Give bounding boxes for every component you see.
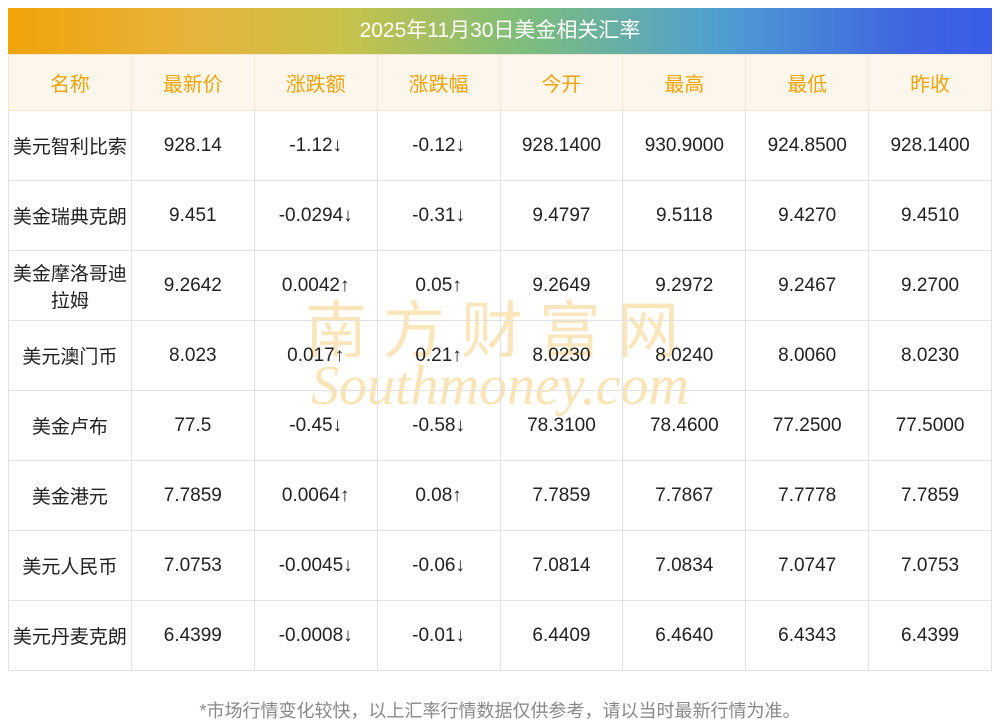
cell-change-pct: 0.08↑ [376, 460, 501, 531]
cell-last-price: 8.023 [130, 320, 255, 391]
cell-high: 9.2972 [622, 250, 747, 321]
table-row: 美金瑞典克朗 9.451 -0.0294↓ -0.31↓ 9.4797 9.51… [8, 180, 992, 251]
cell-open: 7.7859 [499, 460, 624, 531]
cell-low: 7.7778 [745, 460, 870, 531]
cell-prev-close: 7.7859 [868, 460, 992, 531]
cell-high: 9.5118 [622, 180, 747, 251]
cell-last-price: 7.0753 [130, 530, 255, 601]
cell-low: 7.0747 [745, 530, 870, 601]
cell-high: 7.0834 [622, 530, 747, 601]
cell-last-price: 6.4399 [130, 600, 255, 671]
cell-low: 9.4270 [745, 180, 870, 251]
cell-low: 6.4343 [745, 600, 870, 671]
table-row: 美元智利比索 928.14 -1.12↓ -0.12↓ 928.1400 930… [8, 110, 992, 181]
cell-currency-name: 美金摩洛哥迪拉姆 [8, 250, 132, 321]
table-row: 美元人民币 7.0753 -0.0045↓ -0.06↓ 7.0814 7.08… [8, 530, 992, 601]
cell-change-pct: -0.01↓ [376, 600, 501, 671]
cell-change-pct: 0.05↑ [376, 250, 501, 321]
table-row: 美金摩洛哥迪拉姆 9.2642 0.0042↑ 0.05↑ 9.2649 9.2… [8, 250, 992, 321]
column-header-high: 最高 [622, 54, 747, 111]
cell-change-pct: -0.06↓ [376, 530, 501, 601]
cell-change: 0.017↑ [253, 320, 378, 391]
cell-open: 928.1400 [499, 110, 624, 181]
column-header-change: 涨跌额 [253, 54, 378, 111]
cell-currency-name: 美元智利比索 [8, 110, 132, 181]
cell-last-price: 7.7859 [130, 460, 255, 531]
cell-currency-name: 美金瑞典克朗 [8, 180, 132, 251]
cell-last-price: 9.2642 [130, 250, 255, 321]
table-header-row: 名称 最新价 涨跌额 涨跌幅 今开 最高 最低 昨收 [8, 54, 992, 111]
cell-high: 8.0240 [622, 320, 747, 391]
cell-prev-close: 7.0753 [868, 530, 992, 601]
cell-change: -0.0008↓ [253, 600, 378, 671]
column-header-prev-close: 昨收 [868, 54, 992, 111]
cell-low: 9.2467 [745, 250, 870, 321]
cell-last-price: 77.5 [130, 390, 255, 461]
cell-change: 0.0042↑ [253, 250, 378, 321]
cell-prev-close: 6.4399 [868, 600, 992, 671]
cell-change-pct: -0.12↓ [376, 110, 501, 181]
cell-open: 9.4797 [499, 180, 624, 251]
table-row: 美金港元 7.7859 0.0064↑ 0.08↑ 7.7859 7.7867 … [8, 460, 992, 531]
cell-currency-name: 美金卢布 [8, 390, 132, 461]
cell-open: 7.0814 [499, 530, 624, 601]
cell-high: 930.9000 [622, 110, 747, 181]
table-row: 美金卢布 77.5 -0.45↓ -0.58↓ 78.3100 78.4600 … [8, 390, 992, 461]
column-header-name: 名称 [8, 54, 132, 111]
table-row: 美元丹麦克朗 6.4399 -0.0008↓ -0.01↓ 6.4409 6.4… [8, 600, 992, 671]
exchange-rate-table: 名称 最新价 涨跌额 涨跌幅 今开 最高 最低 昨收 美元智利比索 928.14… [8, 54, 992, 671]
column-header-change-pct: 涨跌幅 [376, 54, 501, 111]
cell-change: -0.0294↓ [253, 180, 378, 251]
disclaimer-note: *市场行情变化较快，以上汇率行情数据仅供参考，请以当时最新行情为准。 [199, 701, 801, 721]
page-title: 2025年11月30日美金相关汇率 [8, 8, 992, 54]
cell-currency-name: 美元丹麦克朗 [8, 600, 132, 671]
cell-low: 924.8500 [745, 110, 870, 181]
cell-open: 9.2649 [499, 250, 624, 321]
cell-low: 8.0060 [745, 320, 870, 391]
table-row: 美元澳门币 8.023 0.017↑ 0.21↑ 8.0230 8.0240 8… [8, 320, 992, 391]
cell-high: 7.7867 [622, 460, 747, 531]
cell-change: -0.0045↓ [253, 530, 378, 601]
cell-prev-close: 9.2700 [868, 250, 992, 321]
cell-currency-name: 美元人民币 [8, 530, 132, 601]
column-header-last: 最新价 [130, 54, 255, 111]
cell-prev-close: 9.4510 [868, 180, 992, 251]
cell-high: 6.4640 [622, 600, 747, 671]
column-header-open: 今开 [499, 54, 624, 111]
cell-change: 0.0064↑ [253, 460, 378, 531]
cell-change-pct: 0.21↑ [376, 320, 501, 391]
cell-last-price: 928.14 [130, 110, 255, 181]
cell-currency-name: 美金港元 [8, 460, 132, 531]
cell-change-pct: -0.31↓ [376, 180, 501, 251]
cell-currency-name: 美元澳门币 [8, 320, 132, 391]
cell-low: 77.2500 [745, 390, 870, 461]
cell-last-price: 9.451 [130, 180, 255, 251]
column-header-low: 最低 [745, 54, 870, 111]
cell-change: -1.12↓ [253, 110, 378, 181]
cell-prev-close: 77.5000 [868, 390, 992, 461]
cell-open: 8.0230 [499, 320, 624, 391]
cell-change: -0.45↓ [253, 390, 378, 461]
cell-prev-close: 8.0230 [868, 320, 992, 391]
exchange-rate-page: 2025年11月30日美金相关汇率 南方财富网 Southmoney.com 名… [8, 8, 992, 721]
cell-change-pct: -0.58↓ [376, 390, 501, 461]
cell-open: 6.4409 [499, 600, 624, 671]
cell-high: 78.4600 [622, 390, 747, 461]
cell-open: 78.3100 [499, 390, 624, 461]
cell-prev-close: 928.1400 [868, 110, 992, 181]
